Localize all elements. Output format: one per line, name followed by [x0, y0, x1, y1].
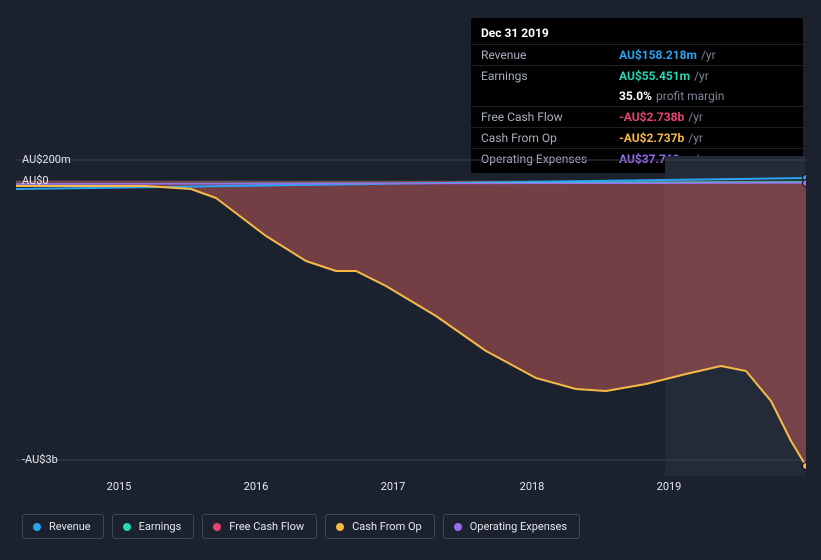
y-axis-label: AU$0: [22, 174, 49, 187]
tooltip-row: Cash From Op-AU$2.737b/yr: [471, 128, 803, 149]
tooltip-row: RevenueAU$158.218m/yr: [471, 45, 803, 66]
legend-label: Earnings: [139, 520, 182, 533]
tooltip-row-label: Cash From Op: [471, 128, 609, 149]
chart-svg: [16, 156, 806, 476]
tooltip-row: Free Cash Flow-AU$2.738b/yr: [471, 107, 803, 128]
legend-dot-icon: [336, 523, 344, 531]
y-axis-label: AU$200m: [22, 153, 71, 166]
tooltip-date: Dec 31 2019: [471, 24, 803, 44]
tooltip-row-value: -AU$2.738b/yr: [609, 107, 803, 128]
legend-dot-icon: [213, 523, 221, 531]
x-axis-label: 2016: [244, 480, 269, 493]
legend-item[interactable]: Cash From Op: [325, 514, 435, 539]
x-axis-label: 2017: [381, 480, 406, 493]
legend-item[interactable]: Free Cash Flow: [202, 514, 317, 539]
tooltip-row-value: AU$158.218m/yr: [609, 45, 803, 66]
tooltip-row-value: -AU$2.737b/yr: [609, 128, 803, 149]
legend-dot-icon: [454, 523, 462, 531]
tooltip-row-label: [471, 86, 609, 107]
legend-label: Revenue: [49, 520, 91, 533]
legend-dot-icon: [33, 523, 41, 531]
legend-item[interactable]: Operating Expenses: [443, 514, 580, 539]
tooltip-row: 35.0%profit margin: [471, 86, 803, 107]
tooltip-table: RevenueAU$158.218m/yrEarningsAU$55.451m/…: [471, 44, 803, 169]
x-axis-labels: 2015 2016 2017 2018 2019: [16, 480, 806, 496]
legend-dot-icon: [123, 523, 131, 531]
legend-label: Operating Expenses: [470, 520, 567, 533]
legend-item[interactable]: Earnings: [112, 514, 195, 539]
financials-chart[interactable]: AU$200m AU$0 -AU$3b: [16, 156, 806, 476]
x-axis-label: 2019: [657, 480, 682, 493]
legend-item[interactable]: Revenue: [22, 514, 104, 539]
legend-label: Cash From Op: [352, 520, 422, 533]
tooltip-row: EarningsAU$55.451m/yr: [471, 66, 803, 87]
x-axis-label: 2015: [107, 480, 132, 493]
legend-label: Free Cash Flow: [229, 520, 304, 533]
tooltip-row-label: Earnings: [471, 66, 609, 87]
chart-legend: Revenue Earnings Free Cash Flow Cash From O…: [22, 514, 580, 539]
chart-tooltip: Dec 31 2019 RevenueAU$158.218m/yrEarning…: [471, 18, 803, 173]
tooltip-row-label: Free Cash Flow: [471, 107, 609, 128]
tooltip-row-value: AU$55.451m/yr: [609, 66, 803, 87]
tooltip-row-label: Revenue: [471, 45, 609, 66]
tooltip-row-value: 35.0%profit margin: [609, 86, 803, 107]
x-axis-label: 2018: [520, 480, 545, 493]
y-axis-label: -AU$3b: [22, 453, 58, 466]
